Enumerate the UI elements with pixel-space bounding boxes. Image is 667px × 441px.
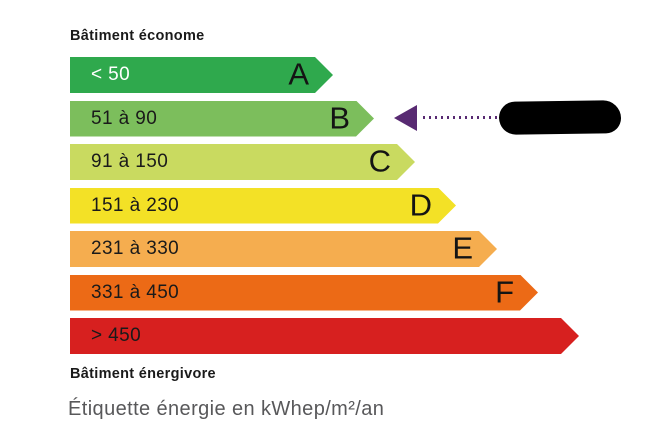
energy-bar-D: 151 à 230 D: [70, 188, 456, 224]
bar-letter: B: [329, 100, 350, 136]
energy-intensive-building-label: Bâtiment énergivore: [70, 366, 216, 382]
bar-range-label: < 50: [91, 64, 131, 85]
bar-letter: A: [288, 56, 309, 92]
economical-building-label: Bâtiment économe: [70, 28, 205, 44]
bar-range-label: 91 à 150: [91, 151, 169, 172]
selected-class-arrow-icon: [394, 105, 417, 131]
energy-bar-A: < 50 A: [70, 57, 333, 93]
bar-letter: E: [452, 230, 473, 266]
energy-bar-B: 51 à 90 B: [70, 101, 374, 137]
bar-letter: C: [368, 143, 391, 179]
bar-range-label: > 450: [91, 325, 142, 346]
energy-label-caption: Étiquette énergie en kWhep/m²/an: [68, 398, 385, 420]
energy-bar-F: 331 à 450 F: [70, 275, 538, 311]
bar-letter: F: [495, 274, 514, 310]
energy-bar-G: > 450: [70, 318, 579, 354]
energy-bar-C: 91 à 150 C: [70, 144, 415, 180]
bar-range-label: 331 à 450: [91, 281, 180, 303]
bar-range-label: 51 à 90: [91, 107, 158, 129]
bar-letter: D: [409, 187, 432, 223]
bar-range-label: 151 à 230: [91, 194, 180, 216]
bar-range-label: 231 à 330: [91, 238, 180, 259]
energy-bar-E: 231 à 330 E: [70, 231, 497, 267]
dotted-connector-line: [423, 116, 500, 119]
redacted-value-blob: [498, 100, 622, 135]
